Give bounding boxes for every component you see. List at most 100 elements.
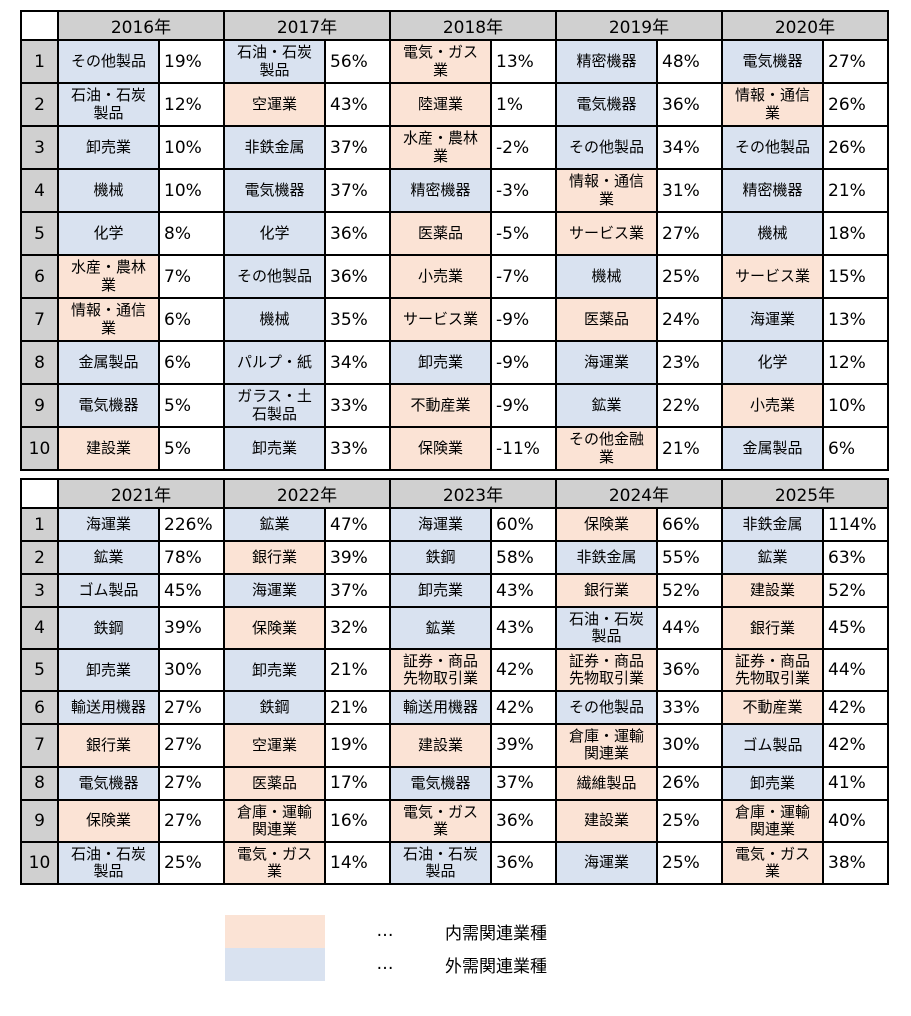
value-cell: 27%: [158, 765, 225, 801]
ranking-table-2021-2025: 2021年 2022年 2023年 2024年 2025年 1 海運業 226% 鉱業 47% 海運…: [20, 478, 889, 885]
rank-cell: 7: [20, 723, 59, 768]
value-cell: 7%: [158, 254, 225, 299]
value-cell: 27%: [158, 798, 225, 843]
value-cell: 47%: [324, 507, 391, 542]
sector-cell: 精密機器: [389, 168, 492, 213]
sector-cell: 海運業: [389, 507, 492, 542]
value-cell: 6%: [158, 340, 225, 385]
table-row: 8 金属製品 6% パルプ・紙 34% 卸売業 -9% 海運業 23% 化学 12%: [20, 340, 889, 385]
sector-cell: 精密機器: [555, 39, 658, 84]
sector-cell: 化学: [57, 211, 160, 256]
year-header: 2024年: [555, 478, 723, 509]
sector-cell: その他金融業: [555, 426, 658, 471]
rank-cell: 6: [20, 254, 59, 299]
value-cell: -9%: [490, 340, 557, 385]
sector-cell: 海運業: [555, 340, 658, 385]
rank-cell: 2: [20, 540, 59, 575]
sector-cell: 倉庫・運輸関連業: [223, 798, 326, 843]
value-cell: 13%: [490, 39, 557, 84]
table-row: 10 建設業 5% 卸売業 33% 保険業 -11% その他金融業 21% 金属製品 6%: [20, 426, 889, 471]
value-cell: -7%: [490, 254, 557, 299]
value-cell: 44%: [656, 605, 723, 651]
sector-cell: 電気機器: [555, 82, 658, 127]
rank-cell: 10: [20, 426, 59, 471]
legend-dots: …: [376, 921, 394, 942]
sector-cell: 機械: [721, 211, 824, 256]
sector-cell: 医薬品: [555, 297, 658, 342]
value-cell: 78%: [158, 540, 225, 575]
value-cell: 10%: [158, 168, 225, 213]
table-row: 6 水産・農林業 7% その他製品 36% 小売業 -7% 機械 25% サービス業 15%: [20, 254, 889, 299]
sector-cell: 電気機器: [57, 383, 160, 428]
ranking-table-2016-2020: 2016年 2017年 2018年 2019年 2020年 1 その他製品 19% 石油・石炭製…: [20, 10, 889, 471]
value-cell: 27%: [158, 690, 225, 726]
value-cell: 43%: [490, 605, 557, 651]
sector-cell: サービス業: [555, 211, 658, 256]
sector-cell: 倉庫・運輸関連業: [555, 723, 658, 768]
rank-cell: 8: [20, 340, 59, 385]
value-cell: -3%: [490, 168, 557, 213]
sector-cell: 石油・石炭製品: [57, 82, 160, 127]
sector-cell: 卸売業: [57, 125, 160, 170]
sector-cell: 電気・ガス業: [389, 798, 492, 843]
sector-cell: 証券・商品先物取引業: [555, 648, 658, 693]
value-cell: 56%: [324, 39, 391, 84]
sector-cell: 不動産業: [389, 383, 492, 428]
sector-cell: 銀行業: [555, 573, 658, 608]
table-row: 1 その他製品 19% 石油・石炭製品 56% 電気・ガス業 13% 精密機器 48% 電気機器 2…: [20, 39, 889, 84]
value-cell: 16%: [324, 798, 391, 843]
corner-cell: [20, 10, 59, 41]
value-cell: 27%: [822, 39, 889, 84]
value-cell: 60%: [490, 507, 557, 542]
table-row: 8 電気機器 27% 医薬品 17% 電気機器 37% 繊維製品 26% 卸売業 41%: [20, 765, 889, 801]
value-cell: 21%: [324, 648, 391, 693]
value-cell: 14%: [324, 840, 391, 885]
value-cell: 21%: [324, 690, 391, 726]
sector-cell: 証券・商品先物取引業: [721, 648, 824, 693]
sector-cell: 保険業: [389, 426, 492, 471]
value-cell: 36%: [324, 211, 391, 256]
table-row: 6 輸送用機器 27% 鉄鋼 21% 輸送用機器 42% その他製品 33% 不動産業 42%: [20, 690, 889, 726]
sector-cell: 保険業: [57, 798, 160, 843]
sector-cell: 石油・石炭製品: [223, 39, 326, 84]
sector-cell: 医薬品: [389, 211, 492, 256]
value-cell: 41%: [822, 765, 889, 801]
sector-cell: その他製品: [223, 254, 326, 299]
value-cell: 32%: [324, 605, 391, 651]
sector-cell: 倉庫・運輸関連業: [721, 798, 824, 843]
value-cell: 37%: [324, 573, 391, 608]
value-cell: 10%: [822, 383, 889, 428]
value-cell: 42%: [490, 690, 557, 726]
value-cell: 1%: [490, 82, 557, 127]
legend-row-domestic: … 内需関連業種: [225, 914, 911, 948]
value-cell: 26%: [656, 765, 723, 801]
value-cell: 36%: [656, 648, 723, 693]
value-cell: 33%: [656, 690, 723, 726]
sector-cell: 海運業: [721, 297, 824, 342]
rank-cell: 1: [20, 39, 59, 84]
sector-cell: 証券・商品先物取引業: [389, 648, 492, 693]
value-cell: 30%: [656, 723, 723, 768]
legend-dots: …: [376, 954, 394, 975]
year-header: 2022年: [223, 478, 391, 509]
value-cell: -5%: [490, 211, 557, 256]
value-cell: 10%: [158, 125, 225, 170]
sector-cell: 海運業: [57, 507, 160, 542]
sector-cell: ゴム製品: [721, 723, 824, 768]
value-cell: 37%: [324, 125, 391, 170]
value-cell: 12%: [822, 340, 889, 385]
sector-cell: 卸売業: [389, 573, 492, 608]
sector-cell: 繊維製品: [555, 765, 658, 801]
value-cell: 226%: [158, 507, 225, 542]
value-cell: 39%: [158, 605, 225, 651]
value-cell: 40%: [822, 798, 889, 843]
domestic-color-swatch-icon: [225, 914, 325, 948]
value-cell: 17%: [324, 765, 391, 801]
value-cell: 43%: [490, 573, 557, 608]
sector-cell: 銀行業: [223, 540, 326, 575]
value-cell: 19%: [158, 39, 225, 84]
sector-cell: 電気機器: [721, 39, 824, 84]
value-cell: 31%: [656, 168, 723, 213]
value-cell: -2%: [490, 125, 557, 170]
table-row: 5 卸売業 30% 卸売業 21% 証券・商品先物取引業 42% 証券・商品先物取引業 36% 証…: [20, 648, 889, 693]
